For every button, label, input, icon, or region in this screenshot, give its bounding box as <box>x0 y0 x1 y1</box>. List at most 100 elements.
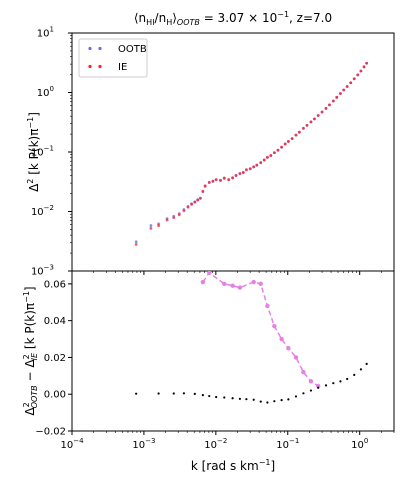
data-point <box>219 178 222 182</box>
data-point <box>316 383 321 389</box>
x-axis-label: k [rad s km−1] <box>191 458 275 473</box>
data-point <box>207 271 212 276</box>
data-point <box>177 213 181 217</box>
data-point <box>302 392 305 395</box>
data-point <box>349 81 353 85</box>
data-point <box>245 168 248 172</box>
y-tick-label: 10−2 <box>31 204 54 218</box>
data-point <box>252 165 256 169</box>
data-point <box>193 200 197 204</box>
legend-label-ootb: OOTB <box>118 44 147 55</box>
top-ticks: 10−3 10−2 10−1 100 101 <box>31 26 395 278</box>
bottom-ticks: −0.02 0.00 0.02 0.04 0.06 10−4 10−3 10−2 10−1 100 <box>35 279 395 451</box>
data-point <box>203 184 207 188</box>
data-point <box>165 218 169 222</box>
data-point <box>286 140 290 143</box>
data-point <box>309 389 313 392</box>
data-point <box>269 154 273 157</box>
legend-marker-ootb <box>98 46 102 51</box>
data-point <box>297 130 301 134</box>
x-tick-label: 10−4 <box>60 437 84 451</box>
data-point <box>352 77 356 81</box>
data-point <box>200 279 206 285</box>
y-tick-label: 0.06 <box>44 279 66 290</box>
data-point <box>214 178 218 181</box>
data-point <box>238 172 242 175</box>
data-point <box>266 401 269 404</box>
data-point <box>172 392 175 395</box>
data-point <box>231 397 234 400</box>
data-point <box>259 400 262 403</box>
legend-marker-ootb <box>88 46 92 51</box>
legend-marker-ie <box>88 64 92 69</box>
data-point <box>332 382 335 385</box>
data-point <box>230 283 235 288</box>
data-point <box>339 380 342 383</box>
top-panel: 10−3 10−2 10−1 100 101 OOTB IE Δ2 [k P(k)π−1… <box>26 26 395 278</box>
data-point <box>134 240 138 244</box>
data-point <box>359 69 363 73</box>
series-pink <box>200 271 321 389</box>
data-point <box>265 155 269 159</box>
data-point <box>279 336 284 342</box>
data-point <box>238 397 241 400</box>
data-point <box>199 197 202 200</box>
y-tick-label: 0.00 <box>44 390 66 401</box>
y-tick-label: 101 <box>37 26 54 40</box>
data-point <box>186 205 190 209</box>
data-point <box>308 379 314 384</box>
data-point <box>353 373 356 377</box>
data-point <box>245 398 248 401</box>
data-point <box>305 123 309 127</box>
data-point <box>346 377 349 381</box>
data-point <box>215 395 218 399</box>
series-line <box>202 271 319 387</box>
data-point <box>294 395 298 398</box>
data-point <box>234 173 238 177</box>
data-point <box>331 99 335 103</box>
data-point <box>283 142 287 146</box>
x-tick-label: 100 <box>351 437 368 451</box>
data-point <box>280 399 283 402</box>
x-tick-label: 10−1 <box>276 437 299 451</box>
legend-label-ie: IE <box>118 62 127 73</box>
data-point <box>313 117 316 121</box>
data-point <box>365 61 369 65</box>
data-point <box>287 398 290 401</box>
data-point <box>265 303 270 309</box>
data-point <box>207 180 211 184</box>
data-point <box>286 346 291 351</box>
data-point <box>182 392 186 395</box>
series-ie <box>134 61 369 246</box>
y-tick-label: 0.02 <box>44 353 66 364</box>
data-point <box>208 394 211 398</box>
data-point <box>272 323 277 329</box>
top-y-axis-label: Δ2 [k P(k)π−1] <box>26 112 41 192</box>
data-point <box>262 158 266 162</box>
data-point <box>182 209 186 213</box>
data-point <box>135 392 138 395</box>
y-tick-label: 10−1 <box>31 145 54 159</box>
x-tick-label: 10−2 <box>204 437 227 451</box>
x-tick-label: 10−3 <box>132 437 155 451</box>
data-point <box>237 285 243 290</box>
legend-marker-ie <box>98 64 102 69</box>
bottom-y-axis-label: Δ2OOTB − Δ2IE [k P(k)π−1] <box>22 286 39 415</box>
data-point <box>365 362 368 365</box>
data-point <box>252 398 255 401</box>
data-point <box>359 368 363 371</box>
data-point <box>201 189 205 193</box>
data-point <box>248 167 252 171</box>
data-point <box>157 224 161 227</box>
data-point <box>320 110 324 114</box>
data-point <box>211 179 215 183</box>
data-point <box>190 202 193 206</box>
data-point <box>273 400 276 403</box>
data-point <box>301 369 306 375</box>
chart-title: ⟨nHI/nH⟩OOTB = 3.07 × 10−1, z=7.0 <box>134 10 332 27</box>
data-point <box>241 170 245 174</box>
data-point <box>290 137 294 140</box>
data-point <box>317 386 320 389</box>
data-point <box>294 133 298 137</box>
legend-frame <box>78 38 148 78</box>
